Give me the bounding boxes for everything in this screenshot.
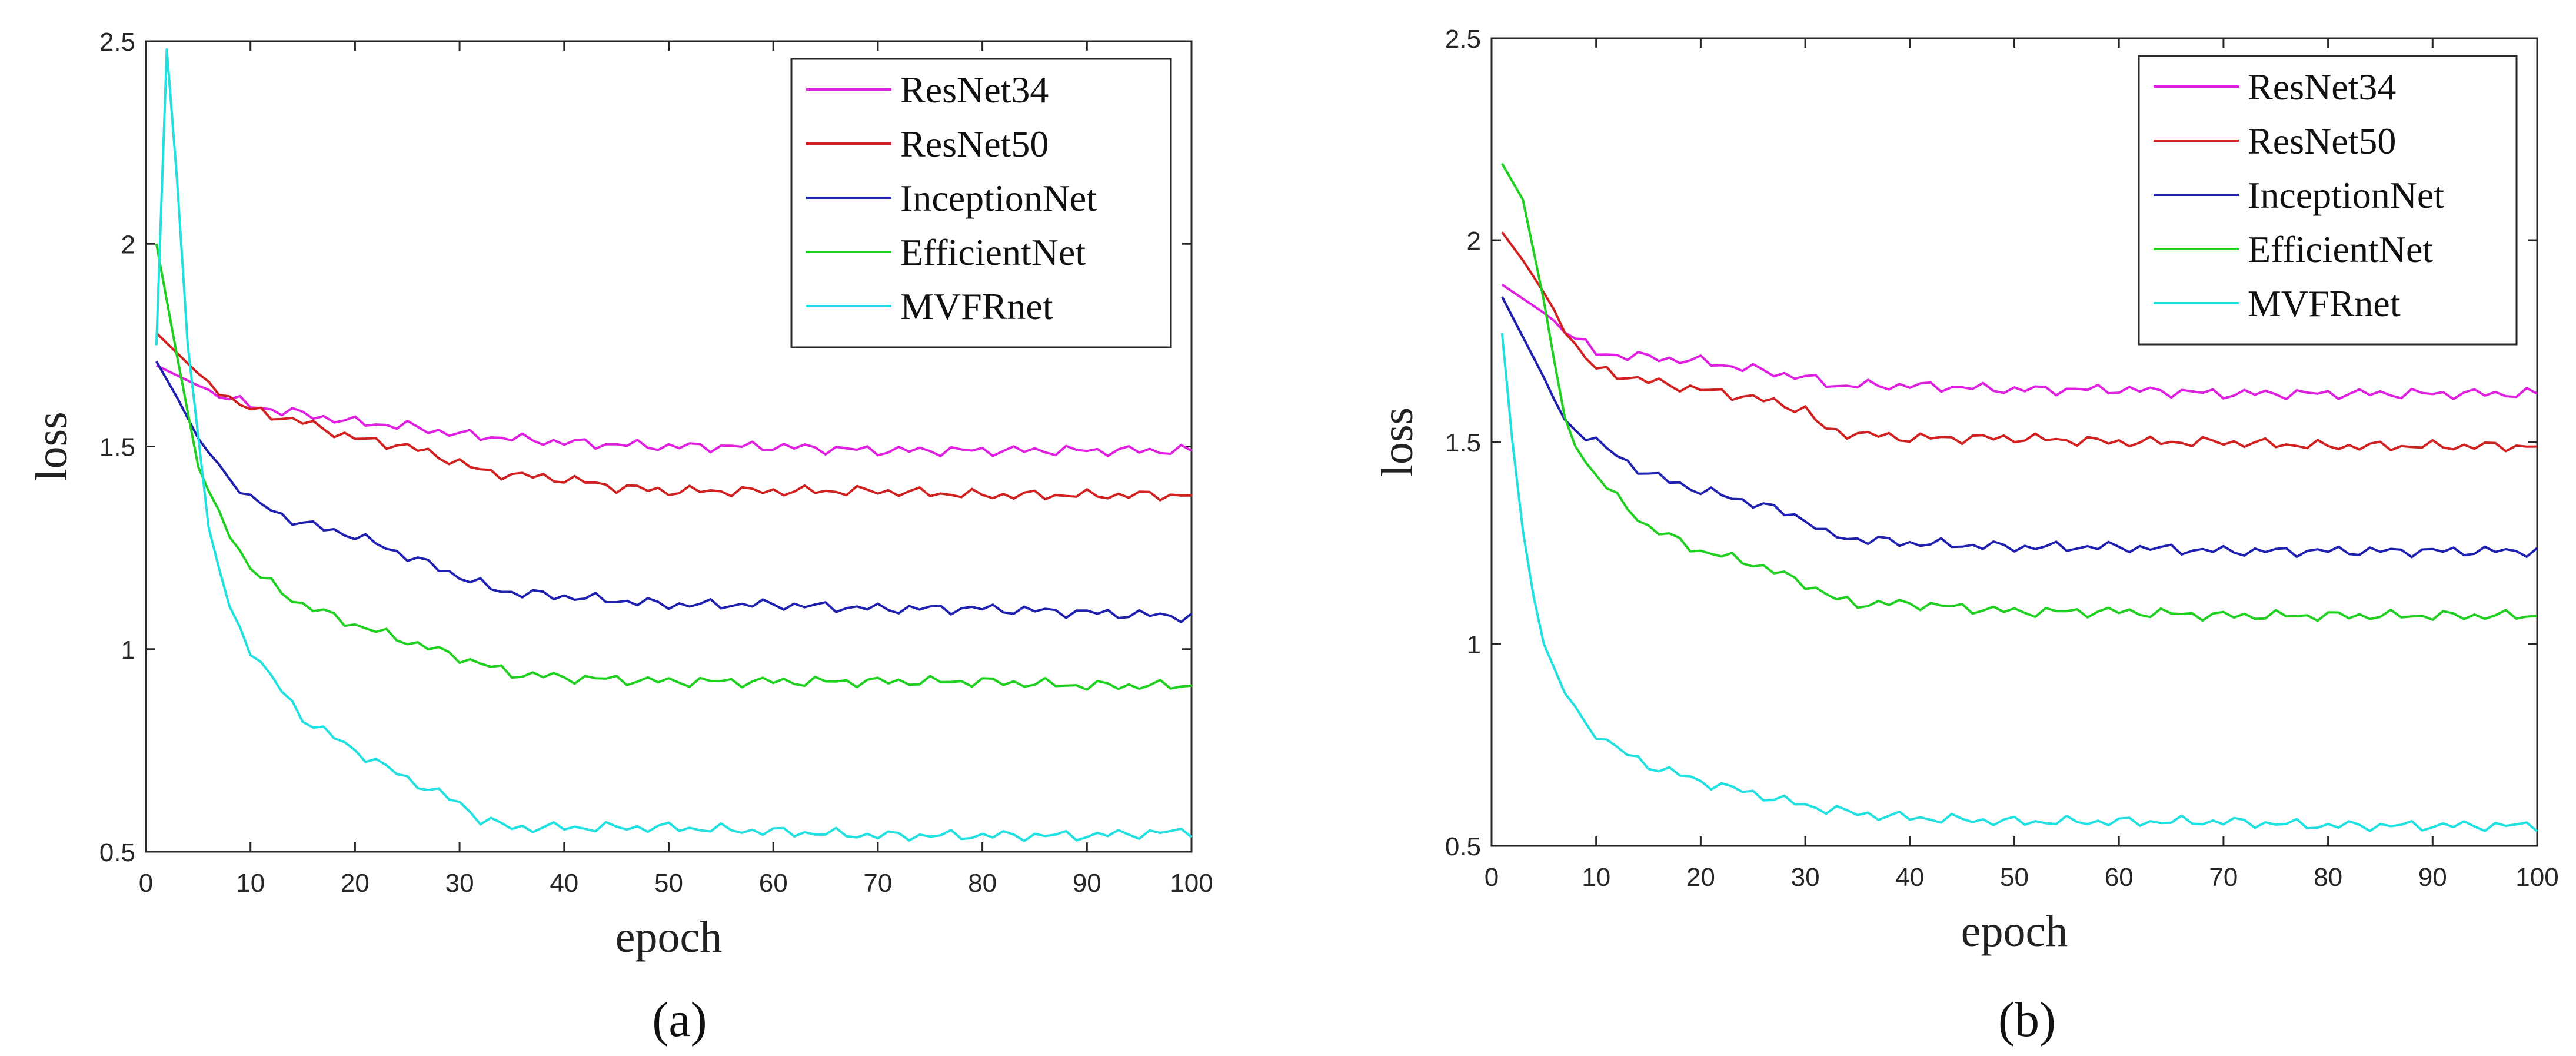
y-tick-label: 2 (1467, 227, 1481, 255)
legend-label: MVFRnet (900, 285, 1053, 327)
series-line-resnet34 (155, 364, 1192, 457)
series-line-resnet50 (1501, 231, 2538, 453)
y-tick-label: 1 (121, 636, 135, 665)
y-tick-label: 1.5 (1445, 429, 1481, 457)
legend-label: EfficientNet (900, 231, 1086, 273)
x-tick-label: 60 (2105, 863, 2134, 892)
x-tick-label: 20 (1686, 863, 1715, 892)
x-tick-label: 50 (654, 869, 683, 898)
figure-caption: (b) (1998, 992, 2056, 1047)
x-tick-label: 0 (139, 869, 153, 898)
x-tick-label: 80 (968, 869, 997, 898)
y-tick-label: 0.5 (99, 838, 135, 867)
x-tick-label: 10 (1582, 863, 1610, 892)
x-tick-label: 80 (2314, 863, 2342, 892)
x-tick-label: 70 (863, 869, 892, 898)
y-tick-label: 1.5 (99, 433, 135, 462)
y-tick-label: 1 (1467, 630, 1481, 659)
chart-panel-a: 0 10 20 30 40 50 60 70 80 90 100 0.5 1 1.5 2 2.5 epoch lo… (27, 28, 1213, 1047)
series-line-resnet50 (155, 332, 1192, 502)
series-line-resnet34 (1501, 283, 2538, 401)
x-tick-label: 50 (2000, 863, 2029, 892)
figure-caption: (a) (652, 992, 707, 1047)
legend-label: InceptionNet (900, 177, 1097, 219)
x-axis-label: epoch (615, 912, 722, 962)
y-tick-label: 2.5 (99, 28, 135, 57)
x-tick-label: 10 (236, 869, 265, 898)
x-tick-label: 40 (1895, 863, 1924, 892)
x-tick-label: 20 (341, 869, 370, 898)
chart-panel-b: 0 10 20 30 40 50 60 70 80 90 100 0.5 1 1.5 2 2.5 epoch lo… (1373, 25, 2559, 1047)
series-line-inceptionnet (155, 360, 1193, 623)
y-tick-label: 2 (121, 230, 135, 259)
series-line-inceptionnet (1501, 296, 2538, 559)
legend-label: InceptionNet (2248, 174, 2444, 216)
x-tick-label: 0 (1485, 863, 1499, 892)
legend-label: ResNet50 (2248, 120, 2396, 162)
x-tick-label: 30 (1791, 863, 1820, 892)
y-tick-label: 0.5 (1445, 832, 1481, 861)
x-axis-label: epoch (1961, 906, 2068, 956)
series-line-efficientnet (1501, 162, 2538, 622)
x-tick-label: 100 (2515, 863, 2558, 892)
x-tick-label: 70 (2209, 863, 2238, 892)
y-axis-label: loss (1373, 407, 1422, 477)
x-tick-label: 60 (759, 869, 788, 898)
y-tick-label: 2.5 (1445, 25, 1481, 54)
y-axis-label: loss (27, 411, 76, 481)
x-tick-label: 90 (2418, 863, 2447, 892)
series-line-mvfrnet (1500, 333, 2538, 832)
legend-label: ResNet34 (900, 69, 1049, 111)
legend-box (790, 58, 1172, 348)
x-tick-label: 40 (550, 869, 578, 898)
legend-box (2138, 55, 2518, 346)
legend-label: MVFRnet (2248, 283, 2401, 324)
legend-label: ResNet34 (2248, 66, 2396, 108)
series-line-mvfrnet (155, 48, 1193, 842)
series-line-efficientnet (155, 243, 1192, 691)
x-tick-label: 30 (445, 869, 474, 898)
x-tick-label: 90 (1073, 869, 1101, 898)
legend-label: ResNet50 (900, 123, 1049, 165)
x-tick-label: 100 (1170, 869, 1213, 898)
legend-label: EfficientNet (2248, 228, 2433, 270)
